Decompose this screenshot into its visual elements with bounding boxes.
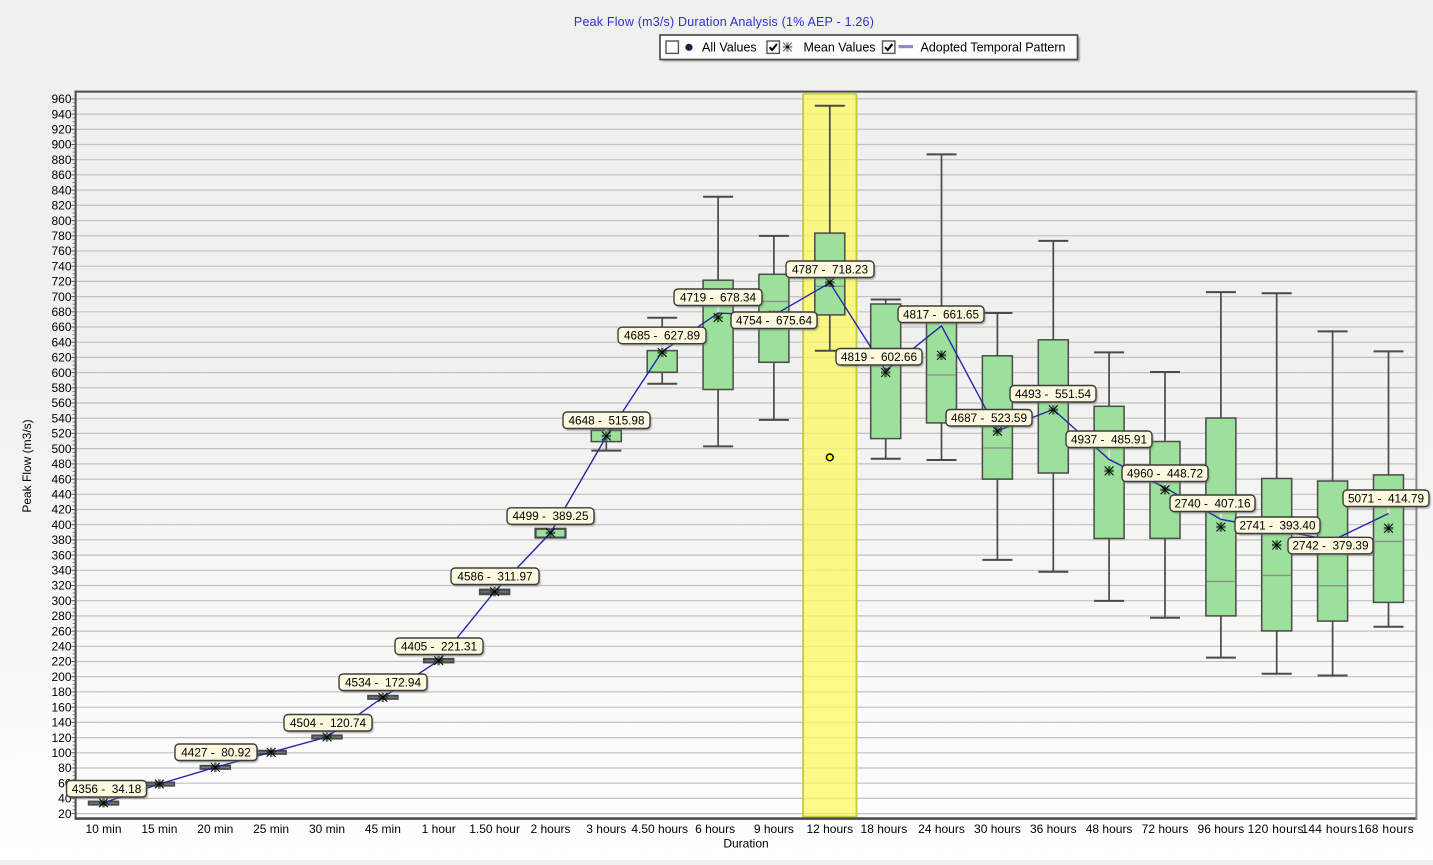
svg-text:4819 - 602.66: 4819 - 602.66 <box>841 350 918 364</box>
svg-text:80: 80 <box>58 761 72 775</box>
svg-text:700: 700 <box>51 290 71 304</box>
svg-text:All Values: All Values <box>702 41 757 55</box>
svg-text:240: 240 <box>51 640 71 654</box>
svg-text:180: 180 <box>51 685 71 699</box>
svg-text:15 min: 15 min <box>141 822 177 836</box>
svg-text:4787 - 718.23: 4787 - 718.23 <box>792 262 869 276</box>
svg-text:2741 - 393.40: 2741 - 393.40 <box>1239 518 1316 532</box>
svg-text:100: 100 <box>51 746 71 760</box>
svg-text:4648 - 515.98: 4648 - 515.98 <box>568 413 645 427</box>
svg-text:260: 260 <box>51 624 71 638</box>
svg-text:25 min: 25 min <box>253 822 289 836</box>
svg-text:360: 360 <box>51 548 71 562</box>
svg-text:740: 740 <box>51 259 71 273</box>
svg-text:940: 940 <box>51 107 71 121</box>
svg-text:420: 420 <box>51 503 71 517</box>
svg-text:144 hours: 144 hours <box>1301 822 1357 836</box>
svg-text:440: 440 <box>51 488 71 502</box>
svg-text:10 min: 10 min <box>85 822 121 836</box>
svg-text:72 hours: 72 hours <box>1142 822 1189 836</box>
svg-text:560: 560 <box>51 396 71 410</box>
svg-text:120: 120 <box>51 731 71 745</box>
svg-text:4937 - 485.91: 4937 - 485.91 <box>1071 432 1147 446</box>
svg-text:480: 480 <box>51 457 71 471</box>
svg-text:4493 - 551.54: 4493 - 551.54 <box>1015 387 1092 401</box>
svg-text:920: 920 <box>51 123 71 137</box>
svg-text:840: 840 <box>51 183 71 197</box>
svg-text:300: 300 <box>51 594 71 608</box>
svg-text:900: 900 <box>51 138 71 152</box>
svg-text:96 hours: 96 hours <box>1198 822 1245 836</box>
svg-text:6 hours: 6 hours <box>695 822 735 836</box>
svg-text:320: 320 <box>51 579 71 593</box>
svg-text:Adopted Temporal Pattern: Adopted Temporal Pattern <box>921 41 1066 55</box>
svg-text:820: 820 <box>51 199 71 213</box>
svg-text:540: 540 <box>51 411 71 425</box>
svg-text:4.50 hours: 4.50 hours <box>631 822 688 836</box>
svg-text:2 hours: 2 hours <box>530 822 570 836</box>
svg-text:640: 640 <box>51 335 71 349</box>
svg-text:4960 - 448.72: 4960 - 448.72 <box>1127 466 1203 480</box>
svg-text:4685 - 627.89: 4685 - 627.89 <box>624 329 700 343</box>
svg-text:4534 - 172.94: 4534 - 172.94 <box>345 675 422 689</box>
svg-text:200: 200 <box>51 670 71 684</box>
svg-text:Peak Flow (m3/s): Peak Flow (m3/s) <box>20 419 34 512</box>
svg-text:4719 - 678.34: 4719 - 678.34 <box>680 290 757 304</box>
svg-text:600: 600 <box>51 366 71 380</box>
svg-text:400: 400 <box>51 518 71 532</box>
svg-text:4754 - 675.64: 4754 - 675.64 <box>736 313 813 327</box>
svg-text:3 hours: 3 hours <box>586 822 626 836</box>
svg-text:580: 580 <box>51 381 71 395</box>
svg-text:30 min: 30 min <box>309 822 345 836</box>
svg-text:36 hours: 36 hours <box>1030 822 1077 836</box>
svg-text:4427 - 80.92: 4427 - 80.92 <box>181 745 251 759</box>
svg-text:4504 - 120.74: 4504 - 120.74 <box>290 716 367 730</box>
svg-text:4356 - 34.18: 4356 - 34.18 <box>72 782 142 796</box>
svg-text:48 hours: 48 hours <box>1086 822 1133 836</box>
svg-text:Mean Values: Mean Values <box>804 41 876 55</box>
svg-text:880: 880 <box>51 153 71 167</box>
svg-text:Duration: Duration <box>723 837 768 851</box>
svg-text:380: 380 <box>51 533 71 547</box>
svg-text:1 hour: 1 hour <box>422 822 456 836</box>
svg-text:4499 - 389.25: 4499 - 389.25 <box>512 509 589 523</box>
svg-text:30 hours: 30 hours <box>974 822 1021 836</box>
svg-text:960: 960 <box>51 92 71 106</box>
svg-text:168 hours: 168 hours <box>1358 822 1414 836</box>
svg-text:720: 720 <box>51 275 71 289</box>
svg-text:20: 20 <box>58 807 72 821</box>
svg-text:4586 - 311.97: 4586 - 311.97 <box>457 569 532 583</box>
svg-text:4817 - 661.65: 4817 - 661.65 <box>903 307 980 321</box>
svg-text:120 hours: 120 hours <box>1248 822 1304 836</box>
svg-text:460: 460 <box>51 472 71 486</box>
svg-text:2742 - 379.39: 2742 - 379.39 <box>1292 539 1368 553</box>
svg-text:760: 760 <box>51 244 71 258</box>
svg-text:660: 660 <box>51 320 71 334</box>
svg-text:4687 - 523.59: 4687 - 523.59 <box>951 411 1027 425</box>
svg-text:620: 620 <box>51 351 71 365</box>
svg-text:45 min: 45 min <box>365 822 401 836</box>
svg-text:680: 680 <box>51 305 71 319</box>
svg-text:4405 - 221.31: 4405 - 221.31 <box>401 639 477 653</box>
svg-text:2740 - 407.16: 2740 - 407.16 <box>1174 496 1251 510</box>
svg-text:1.50 hour: 1.50 hour <box>469 822 520 836</box>
svg-text:800: 800 <box>51 214 71 228</box>
svg-text:520: 520 <box>51 427 71 441</box>
svg-text:Peak Flow (m3/s) Duration Anal: Peak Flow (m3/s) Duration Analysis (1% A… <box>574 15 874 29</box>
svg-text:5071 - 414.79: 5071 - 414.79 <box>1348 491 1424 505</box>
svg-text:780: 780 <box>51 229 71 243</box>
svg-text:500: 500 <box>51 442 71 456</box>
svg-text:24 hours: 24 hours <box>918 822 965 836</box>
svg-text:340: 340 <box>51 564 71 578</box>
svg-text:9 hours: 9 hours <box>754 822 794 836</box>
svg-text:160: 160 <box>51 700 71 714</box>
svg-text:220: 220 <box>51 655 71 669</box>
svg-text:280: 280 <box>51 609 71 623</box>
svg-text:860: 860 <box>51 168 71 182</box>
svg-text:20 min: 20 min <box>197 822 233 836</box>
svg-text:18 hours: 18 hours <box>861 822 908 836</box>
svg-text:12 hours: 12 hours <box>806 822 853 836</box>
svg-text:140: 140 <box>51 716 71 730</box>
